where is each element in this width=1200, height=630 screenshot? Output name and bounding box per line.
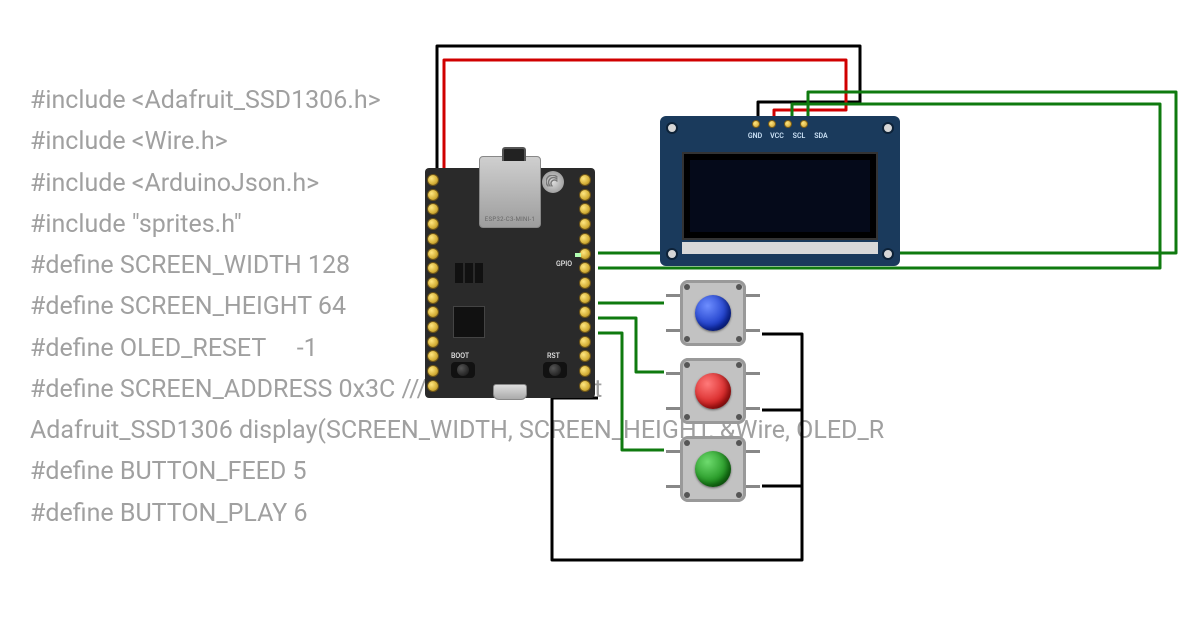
board-pin — [427, 262, 439, 274]
board-pin — [427, 292, 439, 304]
button-green[interactable] — [680, 436, 746, 502]
pin-header-left — [427, 174, 441, 392]
board-pin — [427, 203, 439, 215]
board-pin — [579, 233, 591, 245]
oled-screen-frame — [682, 152, 878, 240]
wire-gpio6-btn2 — [598, 318, 664, 372]
board-pin — [427, 321, 439, 333]
oled-pin-header — [752, 120, 808, 128]
board-pin — [427, 306, 439, 318]
button-cap-icon — [695, 373, 731, 409]
board-pin — [427, 336, 439, 348]
button-cap-icon — [695, 295, 731, 331]
status-led-icon — [575, 253, 581, 257]
boot-button[interactable] — [451, 362, 475, 378]
board-pin — [579, 189, 591, 201]
board-pin — [579, 350, 591, 362]
smd-components-icon — [455, 263, 505, 293]
oled-pin-label-sda: SDA — [812, 132, 830, 140]
micro-usb-port-icon — [493, 384, 527, 400]
pin-header-right — [579, 174, 593, 392]
button-cap-icon — [695, 451, 731, 487]
board-pin — [579, 292, 591, 304]
board-pin — [579, 203, 591, 215]
board-pin — [427, 174, 439, 186]
oled-screen — [690, 160, 870, 232]
wires-layer — [0, 0, 1200, 630]
board-pin — [427, 189, 439, 201]
oled-pin-labels: GND VCC SCL SDA — [746, 132, 830, 140]
board-pin — [579, 336, 591, 348]
board-pin — [427, 277, 439, 289]
rst-label: RST — [547, 352, 560, 360]
board-model-label: ESP32-C3-MINI-1 — [483, 216, 537, 223]
oled-pin-label-gnd: GND — [746, 132, 764, 140]
board-pin — [427, 248, 439, 260]
board-pin — [427, 380, 439, 392]
board-pin — [579, 277, 591, 289]
board-pin — [579, 365, 591, 377]
oled-pin-label-vcc: VCC — [768, 132, 786, 140]
esp32-rf-shield: ESP32-C3-MINI-1 — [479, 156, 541, 228]
board-pin — [579, 380, 591, 392]
board-pin — [427, 365, 439, 377]
reset-button[interactable] — [543, 362, 567, 378]
wire-gpio7-btn3 — [598, 333, 664, 450]
board-pin — [579, 262, 591, 274]
boot-label: BOOT — [451, 352, 469, 360]
board-pin — [579, 306, 591, 318]
board-pin — [427, 350, 439, 362]
oled-pin-label-scl: SCL — [790, 132, 808, 140]
button-red[interactable] — [680, 358, 746, 424]
board-pin — [579, 321, 591, 333]
button-blue[interactable] — [680, 280, 746, 346]
board-pin — [427, 233, 439, 245]
gpio-label: GPIO — [556, 260, 572, 268]
mcu-chip-icon — [453, 306, 485, 338]
board-pin — [427, 218, 439, 230]
oled-ssd1306-module: GND VCC SCL SDA — [660, 116, 900, 266]
esp32-c3-board: ESP32-C3-MINI-1 GPIO BOOT RST — [425, 168, 595, 398]
espressif-logo-icon — [542, 171, 564, 193]
board-pin — [579, 174, 591, 186]
board-pin — [579, 218, 591, 230]
